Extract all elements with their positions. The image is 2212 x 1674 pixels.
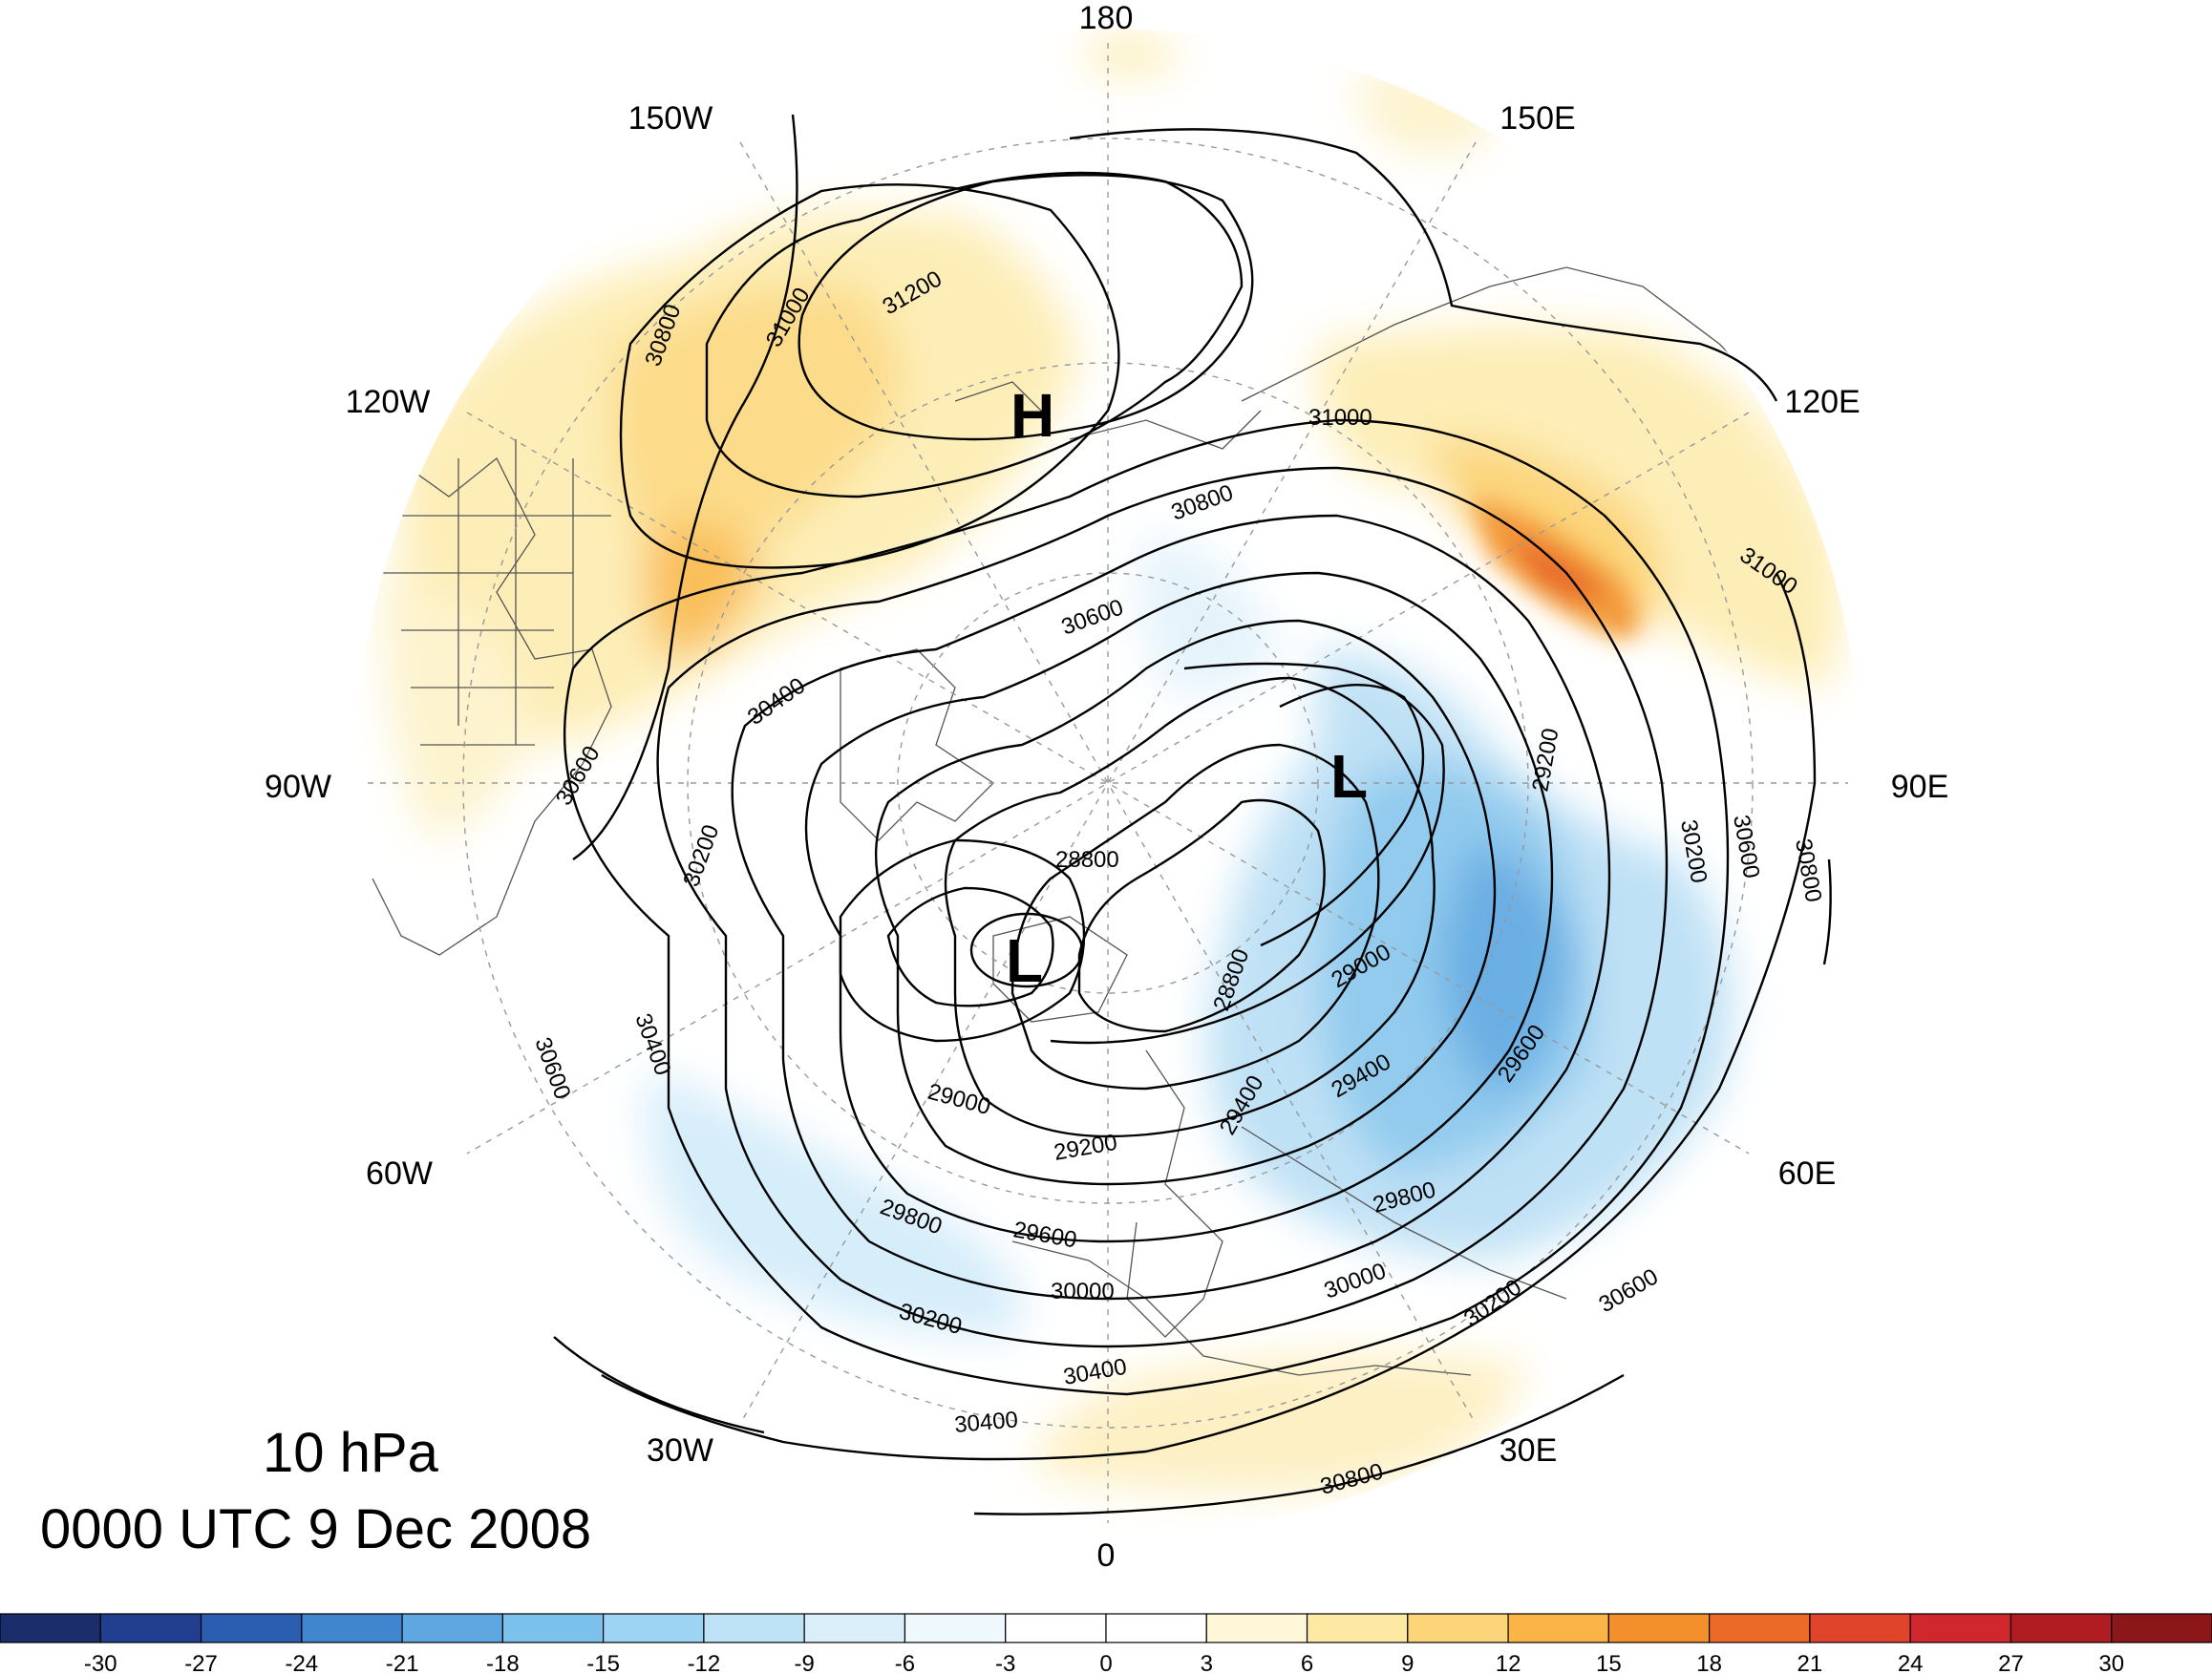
colorbar-swatch xyxy=(1306,1613,1409,1643)
colorbar-tick-label: -21 xyxy=(386,1651,419,1674)
colorbar-tick-label: -24 xyxy=(285,1651,318,1674)
colorbar-tick-label: 6 xyxy=(1301,1651,1313,1674)
high-pressure-label: H xyxy=(1010,381,1054,450)
colorbar-tick-label: -15 xyxy=(586,1651,620,1674)
colorbar-swatch xyxy=(2111,1613,2212,1643)
contour-label: 30800 xyxy=(1168,479,1237,525)
contour-label: 30600 xyxy=(551,742,606,810)
colorbar: -30 -27 -24 -21 -18 -15 -12 -9 -6 -3 0 3 6 9 12 15 18 21 2… xyxy=(0,1613,2212,1674)
colorbar-swatch xyxy=(1809,1613,1911,1643)
colorbar-tick-label: 3 xyxy=(1201,1651,1213,1674)
pressure-level-title: 10 hPa xyxy=(263,1422,438,1484)
contour-label: 29200 xyxy=(1052,1130,1118,1166)
colorbar-tick-label: 21 xyxy=(1797,1651,1823,1674)
contour-label: 28800 xyxy=(1055,847,1119,873)
contour-label: 30400 xyxy=(953,1407,1019,1438)
colorbar-tick-label: 9 xyxy=(1401,1651,1414,1674)
colorbar-swatch xyxy=(1407,1613,1509,1643)
height-contours xyxy=(553,114,1832,1515)
longitude-labels: 180 0 90W 90E 150W 150E 120W 120E 60W 60… xyxy=(265,0,1948,1574)
colorbar-tick-label: 27 xyxy=(1998,1651,2024,1674)
colorbar-swatch xyxy=(1005,1613,1107,1643)
colorbar-swatch xyxy=(603,1613,705,1643)
lon-label-30e: 30E xyxy=(1499,1432,1558,1469)
contour-label: 30200 xyxy=(1459,1275,1526,1332)
colorbar-swatch xyxy=(501,1613,605,1643)
colorbar-swatch xyxy=(301,1613,403,1643)
low-pressure-label: L xyxy=(1330,742,1368,811)
colorbar-swatch xyxy=(1507,1613,1609,1643)
contour-label: 30400 xyxy=(743,673,810,731)
contour-label: 30600 xyxy=(529,1034,575,1103)
colorbar-swatch xyxy=(2010,1613,2113,1643)
colorbar-swatch xyxy=(0,1613,101,1643)
lon-label-90e: 90E xyxy=(1891,769,1949,805)
colorbar-tick-label: -18 xyxy=(486,1651,520,1674)
colorbar-tick-label: 0 xyxy=(1099,1651,1112,1674)
lon-label-150e: 150E xyxy=(1499,100,1575,137)
colorbar-swatch xyxy=(401,1613,503,1643)
contour-label: 30800 xyxy=(1790,837,1826,903)
colorbar-tick-label: 12 xyxy=(1496,1651,1521,1674)
colorbar-swatch xyxy=(1607,1613,1711,1643)
colorbar-tick-label: -30 xyxy=(84,1651,117,1674)
lon-label-60w: 60W xyxy=(366,1155,433,1192)
contour-label: 30600 xyxy=(1595,1263,1663,1318)
contour-label: 30600 xyxy=(1728,813,1764,879)
contour-label: 30000 xyxy=(1321,1258,1390,1303)
geographic-boundaries xyxy=(372,266,1777,1376)
colorbar-tick-label: 24 xyxy=(1898,1651,1924,1674)
contour-label: 30000 xyxy=(1051,1279,1115,1304)
colorbar-swatch xyxy=(1205,1613,1308,1643)
low-pressure-label: L xyxy=(1006,926,1043,995)
contour-label: 31000 xyxy=(1308,405,1372,431)
lon-label-0: 0 xyxy=(1097,1537,1116,1574)
colorbar-tick-label: 15 xyxy=(1596,1651,1622,1674)
contour-label: 29200 xyxy=(1527,727,1563,794)
colorbar-swatch xyxy=(1909,1613,2012,1643)
colorbar-swatch xyxy=(803,1613,906,1643)
lon-label-120w: 120W xyxy=(346,384,431,420)
colorbar-swatch xyxy=(200,1613,303,1643)
lon-label-60e: 60E xyxy=(1778,1155,1837,1192)
pressure-centers: H L L xyxy=(1006,381,1368,995)
colorbar-tick-label: -6 xyxy=(895,1651,915,1674)
lon-label-120e: 120E xyxy=(1784,384,1860,420)
colorbar-tick-label: -9 xyxy=(795,1651,815,1674)
colorbar-swatch xyxy=(1105,1613,1207,1643)
lon-label-150w: 150W xyxy=(628,100,713,137)
contour-label: 30200 xyxy=(678,821,724,890)
lon-label-180: 180 xyxy=(1079,0,1134,36)
colorbar-swatch xyxy=(703,1613,805,1643)
temperature-anomaly-shading xyxy=(382,35,1841,1493)
colorbar-tick-label: -12 xyxy=(688,1651,721,1674)
colorbar-swatch xyxy=(99,1613,202,1643)
colorbar-tick-label: 18 xyxy=(1696,1651,1722,1674)
valid-time-title: 0000 UTC 9 Dec 2008 xyxy=(40,1498,592,1560)
colorbar-tick-label: 30 xyxy=(2098,1651,2124,1674)
contour-label: 29600 xyxy=(1011,1217,1078,1253)
lon-label-30w: 30W xyxy=(647,1432,713,1469)
colorbar-tick-label: -3 xyxy=(995,1651,1015,1674)
contour-label: 29000 xyxy=(925,1079,992,1120)
lon-label-90w: 90W xyxy=(265,769,331,805)
colorbar-tick-label: -27 xyxy=(184,1651,218,1674)
colorbar-swatch xyxy=(904,1613,1007,1643)
colorbar-swatch xyxy=(1709,1613,1811,1643)
